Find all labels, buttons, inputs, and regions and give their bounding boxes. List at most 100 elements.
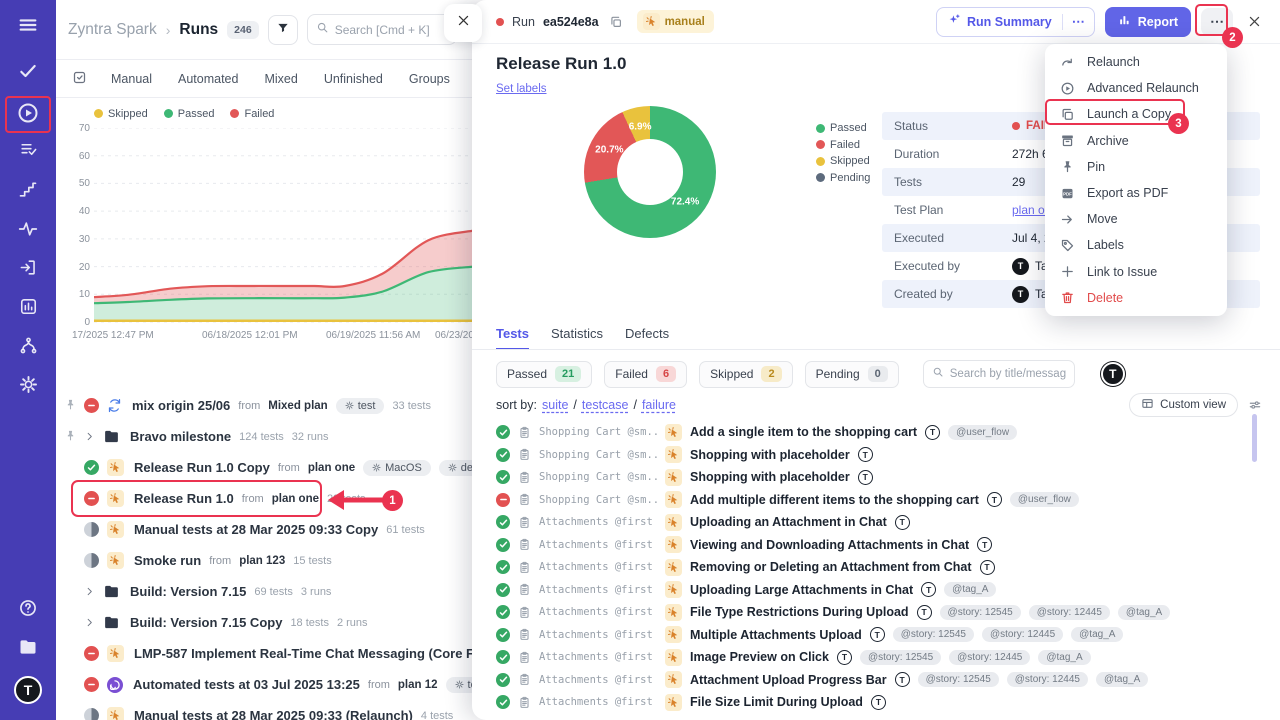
test-row[interactable]: Attachments @firstRemoving or Deleting a… (496, 556, 1274, 579)
set-labels-link[interactable]: Set labels (496, 83, 547, 95)
run-row[interactable]: mix origin 25/06fromMixed plantest33 tes… (56, 390, 480, 421)
tab-statistics[interactable]: Statistics (551, 326, 603, 350)
tests-search-input[interactable] (950, 368, 1066, 380)
run-title[interactable]: Release Run 1.0 (134, 491, 234, 506)
run-row[interactable]: Release Run 1.0fromplan one29 tests (56, 483, 480, 514)
sidebar-sign-in-icon[interactable] (0, 258, 56, 277)
run-row[interactable]: Smoke runfromplan 12315 tests (56, 545, 480, 576)
run-title[interactable]: Build: Version 7.15 Copy (130, 615, 282, 630)
test-row[interactable]: Attachments @firstFile Size Limit During… (496, 691, 1274, 714)
run-row[interactable]: Automated tests at 03 Jul 2025 13:25from… (56, 669, 480, 700)
run-plan-link[interactable]: plan 12 (398, 679, 438, 691)
tab-tests[interactable]: Tests (496, 326, 529, 350)
menu-item-advanced-relaunch[interactable]: Advanced Relaunch (1045, 75, 1227, 101)
menu-item-launch-a-copy[interactable]: Launch a Copy (1045, 101, 1227, 127)
run-title[interactable]: Release Run 1.0 Copy (134, 460, 270, 475)
run-title[interactable]: Manual tests at 28 Mar 2025 09:33 (Relau… (134, 708, 413, 720)
test-tag[interactable]: @tag_A (1038, 650, 1090, 665)
sidebar-folder-icon[interactable] (0, 637, 56, 657)
run-summary-button[interactable]: Run Summary ⋯ (936, 7, 1095, 37)
sidebar-stairs-icon[interactable] (0, 180, 56, 200)
test-tag[interactable]: @story: 12445 (982, 627, 1063, 642)
test-row[interactable]: Attachments @firstUploading Large Attach… (496, 579, 1274, 602)
runs-search[interactable] (307, 14, 457, 45)
sidebar-branch-icon[interactable] (0, 336, 56, 355)
test-title[interactable]: File Type Restrictions During Upload (690, 605, 909, 619)
sort-by-suite[interactable]: suite (542, 398, 568, 412)
test-tag[interactable]: @story: 12545 (893, 627, 974, 642)
test-tag[interactable]: @story: 12545 (860, 650, 941, 665)
test-tag[interactable]: @story: 12445 (1007, 672, 1088, 687)
menu-item-pin[interactable]: Pin (1045, 154, 1227, 180)
chevron-right-icon[interactable] (84, 617, 95, 628)
filter-failed[interactable]: Failed6 (604, 361, 687, 388)
sidebar-gear-icon[interactable] (0, 375, 56, 394)
menu-item-archive[interactable]: Archive (1045, 128, 1227, 154)
sidebar-avatar[interactable]: T (0, 676, 56, 704)
test-title[interactable]: Add multiple different items to the shop… (690, 493, 979, 507)
test-title[interactable]: Shopping with placeholder (690, 448, 850, 462)
copy-run-id-icon[interactable] (609, 15, 623, 29)
breadcrumb-section[interactable]: Runs (179, 21, 218, 39)
run-title[interactable]: mix origin 25/06 (132, 398, 230, 413)
filter-pending[interactable]: Pending0 (805, 361, 899, 388)
run-plan-link[interactable]: Mixed plan (268, 400, 327, 412)
view-settings-icon[interactable] (1248, 398, 1262, 412)
report-button[interactable]: Report (1105, 7, 1191, 37)
run-title[interactable]: LMP-587 Implement Real-Time Chat Messagi… (134, 646, 480, 661)
menu-item-relaunch[interactable]: Relaunch (1045, 49, 1227, 75)
test-row[interactable]: Attachments @firstMultiple Attachments U… (496, 624, 1274, 647)
run-plan-link[interactable]: plan one (308, 462, 355, 474)
sidebar-bar-chart-icon[interactable] (0, 297, 56, 316)
run-row[interactable]: Release Run 1.0 Copyfromplan oneMacOSdev… (56, 452, 480, 483)
user-avatar-filter[interactable]: T (1101, 362, 1125, 386)
test-tag[interactable]: @user_flow (1010, 492, 1079, 507)
tab-defects[interactable]: Defects (625, 326, 669, 350)
select-all-icon[interactable] (72, 70, 87, 88)
run-title[interactable]: Automated tests at 03 Jul 2025 13:25 (133, 677, 360, 692)
test-row[interactable]: Attachments @firstFile Type Restrictions… (496, 601, 1274, 624)
close-detail-icon[interactable] (1247, 14, 1262, 29)
chevron-right-icon[interactable] (84, 431, 95, 442)
menu-item-export-as-pdf[interactable]: PDFExport as PDF (1045, 180, 1227, 206)
run-tag-chip[interactable]: MacOS (363, 460, 431, 476)
runs-search-input[interactable] (335, 23, 448, 37)
run-title[interactable]: Manual tests at 28 Mar 2025 09:33 Copy (134, 522, 378, 537)
runs-tab-automated[interactable]: Automated (178, 72, 238, 86)
runs-tab-groups[interactable]: Groups (409, 72, 450, 86)
test-title[interactable]: Shopping with placeholder (690, 470, 850, 484)
test-title[interactable]: Uploading an Attachment in Chat (690, 515, 887, 529)
test-title[interactable]: Viewing and Downloading Attachments in C… (690, 538, 969, 552)
menu-item-move[interactable]: Move (1045, 206, 1227, 232)
run-summary-more-button[interactable]: ⋯ (1062, 14, 1094, 30)
test-title[interactable]: Add a single item to the shopping cart (690, 425, 917, 439)
runs-tab-manual[interactable]: Manual (111, 72, 152, 86)
test-row[interactable]: Attachments @firstImage Preview on Click… (496, 646, 1274, 669)
filter-skipped[interactable]: Skipped2 (699, 361, 793, 388)
run-tag-chip[interactable]: test (336, 398, 385, 414)
filter-button[interactable] (268, 15, 298, 45)
tests-search[interactable] (923, 360, 1075, 388)
run-row[interactable]: Build: Version 7.15 Copy18 tests2 runs (56, 607, 480, 638)
test-row[interactable]: Shopping Cart @sm...Shopping with placeh… (496, 444, 1274, 467)
run-title[interactable]: Bravo milestone (130, 429, 231, 444)
sidebar-help-circle-icon[interactable] (0, 598, 56, 618)
test-tag[interactable]: @story: 12445 (1029, 605, 1110, 620)
sidebar-list-check-icon[interactable] (0, 140, 56, 159)
test-tag[interactable]: @user_flow (948, 425, 1017, 440)
run-row[interactable]: Manual tests at 28 Mar 2025 09:33 (Relau… (56, 700, 480, 720)
test-title[interactable]: File Size Limit During Upload (690, 695, 863, 709)
test-row[interactable]: Attachments @firstUploading an Attachmen… (496, 511, 1274, 534)
test-row[interactable]: Shopping Cart @sm...Add multiple differe… (496, 489, 1274, 512)
test-tag[interactable]: @story: 12545 (940, 605, 1021, 620)
test-row[interactable]: Attachments @firstAttachment Upload Prog… (496, 669, 1274, 692)
runs-tab-unfinished[interactable]: Unfinished (324, 72, 383, 86)
runs-tab-mixed[interactable]: Mixed (264, 72, 297, 86)
sidebar-hamburger-icon[interactable] (0, 14, 56, 36)
test-title[interactable]: Image Preview on Click (690, 650, 829, 664)
test-tag[interactable]: @story: 12445 (949, 650, 1030, 665)
test-tag[interactable]: @story: 12545 (918, 672, 999, 687)
test-tag[interactable]: @tag_A (1096, 672, 1148, 687)
sidebar-play-circle-icon[interactable] (0, 101, 56, 125)
test-title[interactable]: Multiple Attachments Upload (690, 628, 862, 642)
